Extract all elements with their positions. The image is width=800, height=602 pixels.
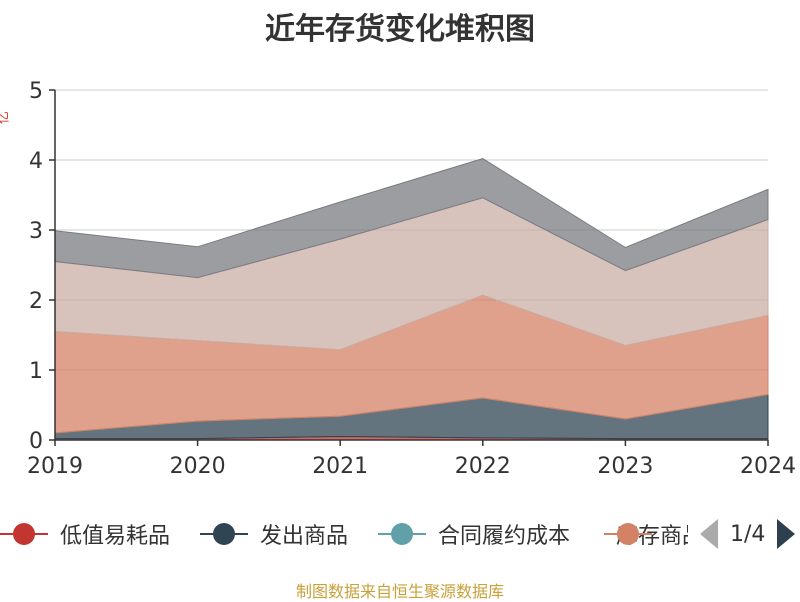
chart-title: 近年存货变化堆积图 (265, 12, 535, 47)
legend-item-series-3[interactable]: 库存商品 (604, 514, 688, 554)
legend-page-indicator: 1/4 (730, 521, 766, 547)
legend: 低值易耗品 发出商品 合同履约成本 库存商品 (0, 514, 800, 554)
legend-marker-icon (200, 522, 248, 546)
x-tick-label: 2020 (170, 454, 226, 479)
y-tick-label: 3 (29, 219, 43, 244)
legend-label: 合同履约成本 (438, 524, 571, 549)
x-tick-label: 2023 (597, 454, 653, 479)
x-tick-label: 2021 (312, 454, 368, 479)
y-tick-label: 2 (29, 289, 43, 314)
legend-label: 发出商品 (260, 524, 349, 549)
legend-item-series-0[interactable]: 低值易耗品 (0, 514, 170, 554)
legend-label: 低值易耗品 (60, 524, 171, 549)
y-tick-label: 0 (29, 429, 43, 454)
y-tick-label: 1 (29, 359, 43, 384)
x-tick-label: 2024 (740, 454, 796, 479)
x-tick-label: 2019 (27, 454, 83, 479)
area-series (54, 158, 769, 441)
prev-page-icon[interactable] (700, 519, 718, 549)
y-tick-label: 5 (29, 79, 43, 104)
y-axis-label: 亿 (0, 98, 12, 138)
data-source-note: 制图数据来自恒生聚源数据库 (295, 582, 504, 601)
area-series-5 (54, 158, 769, 279)
legend-marker-icon (378, 522, 426, 546)
x-tick-label: 2022 (455, 454, 511, 479)
y-tick-label: 4 (29, 149, 43, 174)
legend-item-series-2[interactable]: 合同履约成本 (378, 514, 570, 554)
legend-pager: 1/4 (700, 516, 796, 552)
next-page-icon[interactable] (777, 519, 796, 549)
legend-item-series-1[interactable]: 发出商品 (200, 514, 348, 554)
legend-marker-icon (0, 522, 48, 546)
axes: 0 1 2 3 4 5 2019 2020 2021 2022 2023 2024 (27, 79, 796, 479)
